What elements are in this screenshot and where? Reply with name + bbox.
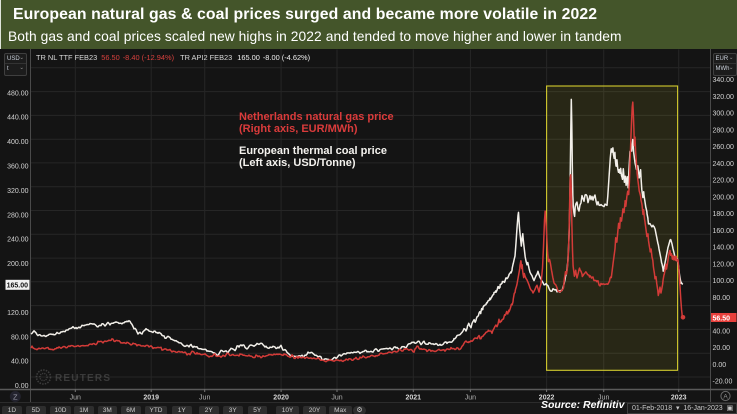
svg-text:400.00: 400.00 (7, 139, 29, 146)
svg-text:200.00: 200.00 (713, 194, 735, 201)
svg-text:REUTERS: REUTERS (55, 373, 111, 384)
svg-text:120.00: 120.00 (7, 310, 29, 317)
svg-text:165.00: 165.00 (7, 283, 29, 290)
svg-text:20.00: 20.00 (713, 345, 731, 352)
svg-text:Jun: Jun (70, 394, 81, 401)
svg-text:Jun: Jun (199, 394, 210, 401)
svg-text:260.00: 260.00 (713, 144, 735, 151)
svg-text:120.00: 120.00 (713, 261, 735, 268)
svg-text:56.50: 56.50 (713, 315, 731, 322)
svg-text:220.00: 220.00 (713, 178, 735, 185)
svg-text:0.00: 0.00 (15, 383, 29, 390)
svg-text:0.00: 0.00 (713, 362, 727, 369)
svg-text:200.00: 200.00 (7, 261, 29, 268)
svg-text:80.00: 80.00 (11, 334, 29, 341)
svg-text:40.00: 40.00 (11, 359, 29, 366)
svg-text:320.00: 320.00 (7, 188, 29, 195)
svg-text:A: A (723, 394, 728, 401)
svg-text:140.00: 140.00 (713, 245, 735, 252)
svg-text:480.00: 480.00 (7, 90, 29, 97)
svg-text:280.00: 280.00 (7, 212, 29, 219)
svg-text:300.00: 300.00 (713, 111, 735, 118)
svg-text:440.00: 440.00 (7, 115, 29, 122)
svg-text:Z: Z (13, 392, 18, 401)
svg-text:Jun: Jun (331, 394, 342, 401)
svg-text:Jun: Jun (598, 394, 609, 401)
svg-text:360.00: 360.00 (7, 164, 29, 171)
svg-text:2020: 2020 (273, 394, 289, 401)
svg-text:180.00: 180.00 (713, 211, 735, 218)
svg-text:2019: 2019 (143, 394, 159, 401)
svg-text:-20.00: -20.00 (713, 379, 733, 386)
svg-text:280.00: 280.00 (713, 127, 735, 134)
svg-text:2023: 2023 (671, 394, 687, 401)
svg-text:240.00: 240.00 (7, 237, 29, 244)
svg-text:40.00: 40.00 (713, 328, 731, 335)
svg-text:2022: 2022 (539, 394, 555, 401)
svg-text:80.00: 80.00 (713, 295, 731, 302)
svg-text:340.00: 340.00 (713, 77, 735, 84)
svg-text:Jun: Jun (465, 394, 476, 401)
svg-text:2021: 2021 (406, 394, 422, 401)
svg-text:320.00: 320.00 (713, 94, 735, 101)
svg-text:100.00: 100.00 (713, 278, 735, 285)
svg-text:240.00: 240.00 (713, 161, 735, 168)
svg-text:160.00: 160.00 (713, 228, 735, 235)
